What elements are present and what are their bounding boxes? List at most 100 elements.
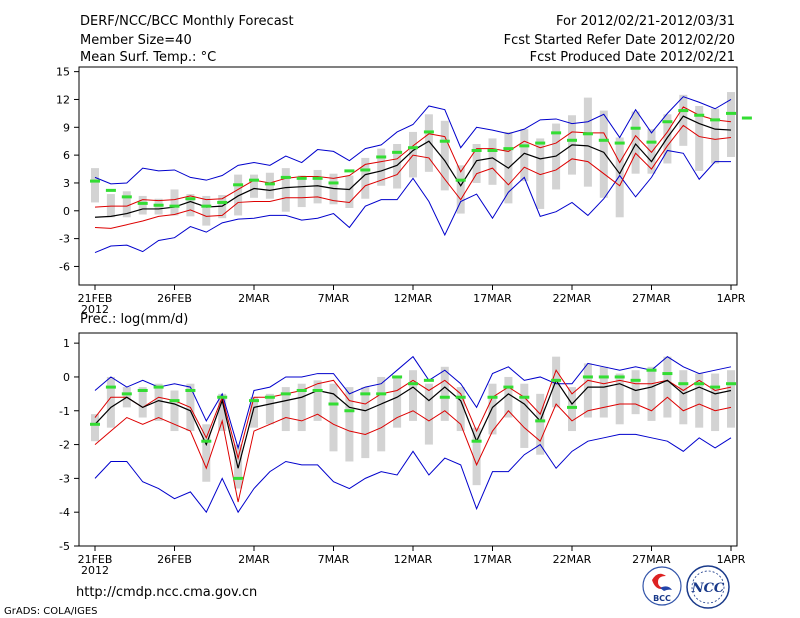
- obs-mark: [264, 182, 275, 186]
- ensemble-box: [329, 383, 338, 452]
- ensemble-box: [440, 120, 449, 191]
- obs-mark: [201, 439, 212, 443]
- ensemble-box: [377, 376, 386, 452]
- obs-mark: [360, 392, 371, 396]
- series-line-std-lower: [94, 124, 732, 229]
- y-tick-label: -1: [59, 405, 70, 418]
- ensemble-box: [122, 191, 131, 218]
- x-tick-label: 1APR: [717, 553, 746, 566]
- x-tick-label: 21FEB: [78, 553, 113, 566]
- ensemble-box: [663, 356, 672, 418]
- obs-mark: [678, 382, 689, 386]
- x-tick-label: 7MAR: [318, 553, 350, 566]
- x-tick-label: 26FEB: [157, 553, 192, 566]
- obs-mark: [503, 385, 514, 389]
- ensemble-box: [456, 165, 465, 214]
- ensemble-box: [552, 356, 561, 408]
- produced-date-label: Fcst Produced Date 2012/02/21: [530, 50, 735, 65]
- ensemble-box: [536, 138, 545, 209]
- ensemble-box: [281, 387, 290, 432]
- grads-credit: GrADS: COLA/IGES: [4, 606, 98, 617]
- y-tick-label: 15: [56, 66, 70, 79]
- obs-mark: [328, 181, 339, 185]
- ensemble-box: [138, 195, 147, 215]
- obs-mark: [121, 392, 132, 396]
- obs-mark: [217, 200, 228, 204]
- temperature-panel: -6 -3 0 3 6 9 12 15 21FEB 26FEB 2MAR 7MAR 12MAR 17MAR…: [56, 66, 752, 316]
- obs-mark: [392, 375, 403, 379]
- ensemble-box: [599, 110, 608, 198]
- ensemble-box: [265, 172, 274, 199]
- y-tick-label: 0: [63, 371, 70, 384]
- obs-mark: [312, 388, 323, 392]
- ensemble-box: [536, 393, 545, 455]
- obs-mark: [582, 375, 593, 379]
- x-tick-label: 12MAR: [394, 553, 433, 566]
- obs-mark: [455, 178, 466, 182]
- obs-mark: [710, 385, 721, 389]
- ensemble-box: [361, 157, 370, 199]
- ensemble-box: [695, 105, 704, 171]
- obs-mark: [233, 183, 244, 187]
- ensemble-box: [631, 370, 640, 415]
- obs-mark: [471, 439, 482, 443]
- ensemble-box: [472, 427, 481, 486]
- obs-mark: [662, 120, 673, 124]
- ensemble-box: [424, 383, 433, 445]
- ensemble-box: [186, 194, 195, 217]
- obs-mark: [741, 116, 752, 120]
- obs-mark: [137, 201, 148, 205]
- obs-mark: [455, 395, 466, 399]
- member-size-label: Member Size=40: [80, 33, 192, 48]
- series-line-upper-bound: [94, 355, 732, 450]
- ensemble-box: [711, 108, 720, 164]
- x-tick-label: 17MAR: [473, 292, 512, 305]
- y-tick-label: -5: [59, 540, 70, 553]
- ensemble-box: [202, 424, 211, 482]
- precipitation-panel: -5 -4 -3 -2 -1 0 1 21FEB 26FEB 2MAR 7MAR 12MAR 17MAR…: [59, 332, 746, 577]
- obs-mark: [535, 141, 546, 145]
- obs-mark: [169, 204, 180, 208]
- x-tick-label: 7MAR: [318, 292, 350, 305]
- prec-panel-title: Prec.: log(mm/d): [80, 312, 188, 327]
- y-tick-label: -3: [59, 233, 70, 246]
- obs-mark: [726, 382, 736, 386]
- obs-mark: [376, 392, 387, 396]
- ncc-logo: NCC: [686, 565, 730, 609]
- obs-mark: [137, 388, 148, 392]
- obs-mark: [598, 138, 609, 142]
- y-tick-label: 3: [63, 177, 70, 190]
- ensemble-box: [488, 383, 497, 435]
- y-tick-label: 12: [56, 93, 70, 106]
- x-tick-label: 21FEB: [78, 292, 113, 305]
- ensemble-box: [91, 414, 99, 442]
- series-line-lower-bound: [94, 149, 731, 253]
- obs-mark: [662, 372, 673, 376]
- obs-mark: [551, 378, 562, 382]
- chart-title: DERF/NCC/BCC Monthly Forecast: [80, 14, 294, 29]
- obs-mark: [487, 395, 498, 399]
- obs-mark: [646, 140, 657, 144]
- ensemble-box: [281, 168, 290, 212]
- obs-mark: [264, 395, 275, 399]
- obs-mark: [614, 375, 625, 379]
- source-url[interactable]: http://cmdp.ncc.cma.gov.cn: [76, 585, 257, 600]
- ensemble-box: [472, 143, 481, 183]
- obs-mark: [646, 368, 657, 372]
- ensemble-box: [711, 373, 720, 432]
- obs-mark: [344, 169, 355, 173]
- ensemble-box: [218, 393, 227, 432]
- obs-mark: [249, 178, 259, 182]
- ensemble-box: [663, 114, 672, 164]
- obs-mark: [535, 419, 546, 423]
- ensemble-box: [583, 97, 592, 187]
- ensemble-box: [583, 363, 592, 418]
- ensemble-box: [234, 174, 243, 216]
- ensemble-box: [138, 387, 147, 418]
- x-tick-label: 22MAR: [553, 292, 592, 305]
- ensemble-box: [297, 383, 306, 432]
- obs-mark: [423, 378, 434, 382]
- obs-mark: [423, 130, 434, 134]
- obs-mark: [105, 188, 116, 192]
- y-tick-label: 1: [63, 337, 70, 350]
